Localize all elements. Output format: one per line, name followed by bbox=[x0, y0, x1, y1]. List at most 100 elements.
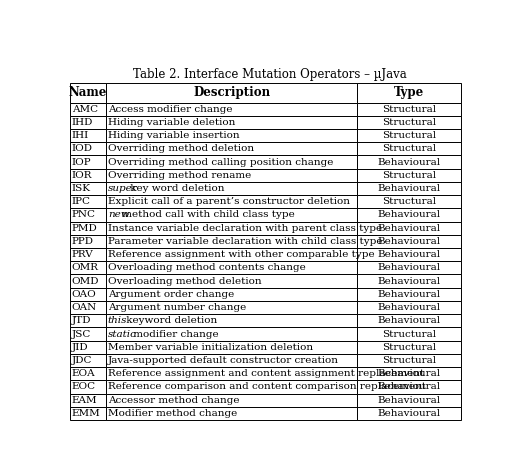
Text: Structural: Structural bbox=[382, 329, 437, 338]
Bar bbox=[106, 354, 358, 367]
Text: EMM: EMM bbox=[72, 409, 100, 418]
Bar bbox=[358, 116, 461, 129]
Text: Argument number change: Argument number change bbox=[108, 303, 246, 312]
Text: Overriding method deletion: Overriding method deletion bbox=[108, 144, 254, 153]
Bar bbox=[70, 129, 106, 142]
Text: this: this bbox=[108, 316, 127, 325]
Bar bbox=[106, 261, 358, 275]
Bar bbox=[70, 354, 106, 367]
Text: modifier change: modifier change bbox=[130, 329, 219, 338]
Text: EOA: EOA bbox=[72, 369, 96, 378]
Text: Behavioural: Behavioural bbox=[378, 382, 441, 391]
Text: IHD: IHD bbox=[72, 118, 93, 127]
Bar bbox=[358, 235, 461, 248]
Text: Overriding method calling position change: Overriding method calling position chang… bbox=[108, 158, 333, 167]
Text: Behavioural: Behavioural bbox=[378, 290, 441, 299]
Text: Reference comparison and content comparison replacement: Reference comparison and content compari… bbox=[108, 382, 426, 391]
Bar bbox=[70, 142, 106, 156]
Bar bbox=[106, 394, 358, 407]
Bar bbox=[358, 354, 461, 367]
Bar bbox=[358, 195, 461, 208]
Bar bbox=[106, 142, 358, 156]
Bar bbox=[70, 208, 106, 222]
Text: Reference assignment and content assignment replacement: Reference assignment and content assignm… bbox=[108, 369, 424, 378]
Text: Overriding method rename: Overriding method rename bbox=[108, 171, 251, 180]
Bar bbox=[70, 327, 106, 341]
Bar bbox=[358, 314, 461, 327]
Text: Java-supported default constructor creation: Java-supported default constructor creat… bbox=[108, 356, 339, 365]
Text: AMC: AMC bbox=[72, 105, 98, 114]
Text: Structural: Structural bbox=[382, 144, 437, 153]
Bar bbox=[358, 407, 461, 420]
Bar bbox=[358, 327, 461, 341]
Bar bbox=[358, 288, 461, 301]
Bar bbox=[106, 129, 358, 142]
Bar bbox=[70, 314, 106, 327]
Text: Reference assignment with other comparable type: Reference assignment with other comparab… bbox=[108, 250, 375, 259]
Bar bbox=[70, 301, 106, 314]
Bar bbox=[70, 195, 106, 208]
Text: Parameter variable declaration with child class type: Parameter variable declaration with chil… bbox=[108, 237, 382, 246]
Text: Member variable initialization deletion: Member variable initialization deletion bbox=[108, 343, 313, 352]
Text: Accessor method change: Accessor method change bbox=[108, 396, 239, 405]
Text: Behavioural: Behavioural bbox=[378, 316, 441, 325]
Bar bbox=[70, 407, 106, 420]
Text: PMD: PMD bbox=[72, 224, 98, 233]
Bar bbox=[106, 208, 358, 222]
Bar bbox=[70, 367, 106, 380]
Bar bbox=[70, 83, 106, 102]
Text: key word deletion: key word deletion bbox=[127, 184, 224, 193]
Text: JID: JID bbox=[72, 343, 88, 352]
Bar bbox=[106, 169, 358, 182]
Text: Behavioural: Behavioural bbox=[378, 184, 441, 193]
Bar bbox=[106, 248, 358, 261]
Bar bbox=[70, 341, 106, 354]
Text: IOP: IOP bbox=[72, 158, 92, 167]
Text: Explicit call of a parent’s constructor deletion: Explicit call of a parent’s constructor … bbox=[108, 197, 350, 206]
Text: Structural: Structural bbox=[382, 118, 437, 127]
Bar bbox=[358, 142, 461, 156]
Text: Modifier method change: Modifier method change bbox=[108, 409, 237, 418]
Text: Structural: Structural bbox=[382, 356, 437, 365]
Text: OAO: OAO bbox=[72, 290, 97, 299]
Bar bbox=[106, 195, 358, 208]
Text: method call with child class type: method call with child class type bbox=[119, 210, 295, 219]
Bar bbox=[106, 116, 358, 129]
Bar bbox=[70, 248, 106, 261]
Bar bbox=[70, 222, 106, 235]
Text: PRV: PRV bbox=[72, 250, 94, 259]
Bar bbox=[106, 102, 358, 116]
Text: ISK: ISK bbox=[72, 184, 91, 193]
Bar bbox=[358, 367, 461, 380]
Text: IOR: IOR bbox=[72, 171, 93, 180]
Text: Behavioural: Behavioural bbox=[378, 158, 441, 167]
Text: Table 2. Interface Mutation Operators – µJava: Table 2. Interface Mutation Operators – … bbox=[133, 68, 407, 81]
Text: IPC: IPC bbox=[72, 197, 91, 206]
Bar bbox=[70, 275, 106, 288]
Text: static: static bbox=[108, 329, 137, 338]
Bar bbox=[358, 156, 461, 169]
Text: OMD: OMD bbox=[72, 277, 99, 286]
Bar bbox=[70, 182, 106, 195]
Bar bbox=[70, 261, 106, 275]
Text: keyword deletion: keyword deletion bbox=[123, 316, 217, 325]
Text: Behavioural: Behavioural bbox=[378, 224, 441, 233]
Bar bbox=[358, 208, 461, 222]
Bar bbox=[70, 169, 106, 182]
Bar bbox=[70, 288, 106, 301]
Text: EAM: EAM bbox=[72, 396, 97, 405]
Text: Structural: Structural bbox=[382, 197, 437, 206]
Text: Structural: Structural bbox=[382, 343, 437, 352]
Bar bbox=[106, 314, 358, 327]
Text: Behavioural: Behavioural bbox=[378, 277, 441, 286]
Text: Structural: Structural bbox=[382, 105, 437, 114]
Bar bbox=[358, 83, 461, 102]
Text: Structural: Structural bbox=[382, 131, 437, 140]
Text: JSC: JSC bbox=[72, 329, 91, 338]
Text: Type: Type bbox=[394, 86, 424, 99]
Bar bbox=[358, 261, 461, 275]
Text: Behavioural: Behavioural bbox=[378, 250, 441, 259]
Text: Access modifier change: Access modifier change bbox=[108, 105, 232, 114]
Bar bbox=[106, 275, 358, 288]
Bar bbox=[106, 301, 358, 314]
